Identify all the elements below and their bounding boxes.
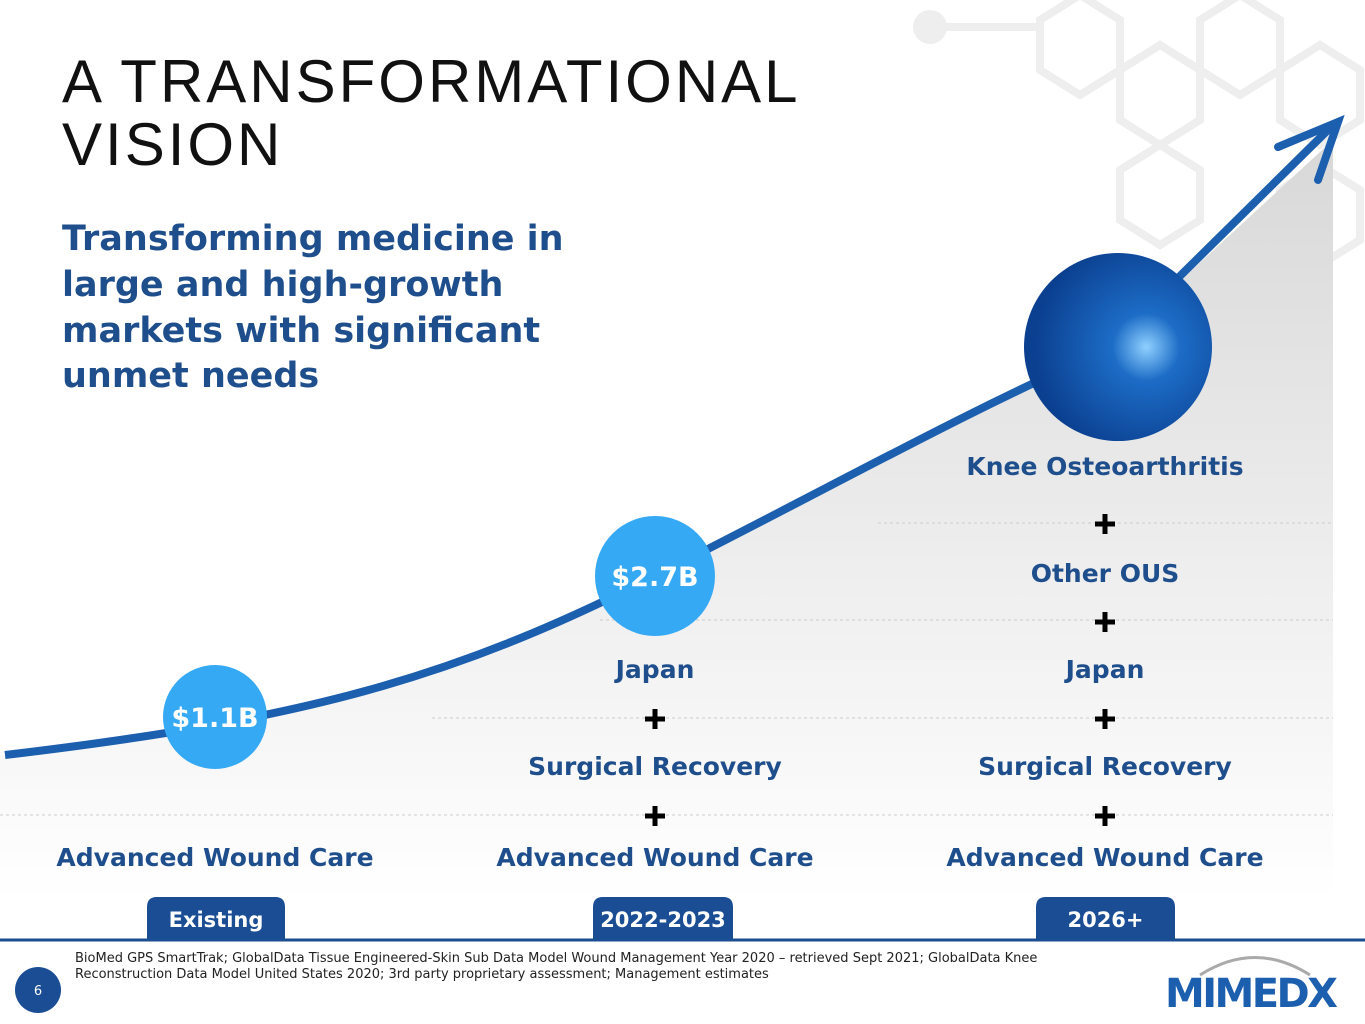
market-item: Advanced Wound Care [496,843,813,872]
title: VISION [62,111,283,178]
title: A TRANSFORMATIONAL [62,48,801,115]
market-item: Surgical Recovery [978,752,1232,781]
page-number: 6 [34,984,42,999]
plus-sign [645,709,665,729]
period-tab [593,897,733,940]
period-label: 2026+ [1067,908,1143,932]
period-tab [1036,897,1175,940]
plus-sign [1095,514,1115,534]
plus-sign [1095,806,1115,826]
logo: MIMEDX [1165,971,1338,1017]
period-label: Existing [169,908,264,932]
market-bubble [163,665,267,769]
page-badge [15,967,61,1013]
source: BioMed GPS SmartTrak; GlobalData Tissue … [75,951,1037,966]
decor-dot [913,10,947,44]
market-item: Other OUS [1031,559,1180,588]
growth-area [0,140,1333,900]
period-tab [147,897,285,940]
market-bubble [595,516,715,636]
market-item: Surgical Recovery [528,752,782,781]
market-item: Advanced Wound Care [946,843,1263,872]
subtitle: unmet needs [62,356,319,396]
logo-arc [1199,956,1311,977]
knee-image [1024,253,1212,441]
market-item: Japan [614,655,695,684]
subtitle: Transforming medicine in [62,219,564,259]
period-label: 2022-2023 [600,908,726,932]
plus-sign [645,806,665,826]
market-item: Knee Osteoarthritis [966,452,1243,481]
columns: Advanced Wound Care $1.1B Existing Advanced… [56,452,1264,940]
plus-sign [1095,612,1115,632]
arrow-head [1274,114,1345,184]
market-size: $2.7B [611,562,698,593]
market-item: Advanced Wound Care [56,843,373,872]
subtitle: markets with significant [62,311,540,351]
hex-decoration [930,0,1364,270]
market-item: Japan [1064,655,1145,684]
plus-sign [1095,709,1115,729]
subtitle: large and high-growth [62,265,503,305]
market-size: $1.1B [171,703,258,734]
source: Reconstruction Data Model United States … [75,967,769,982]
